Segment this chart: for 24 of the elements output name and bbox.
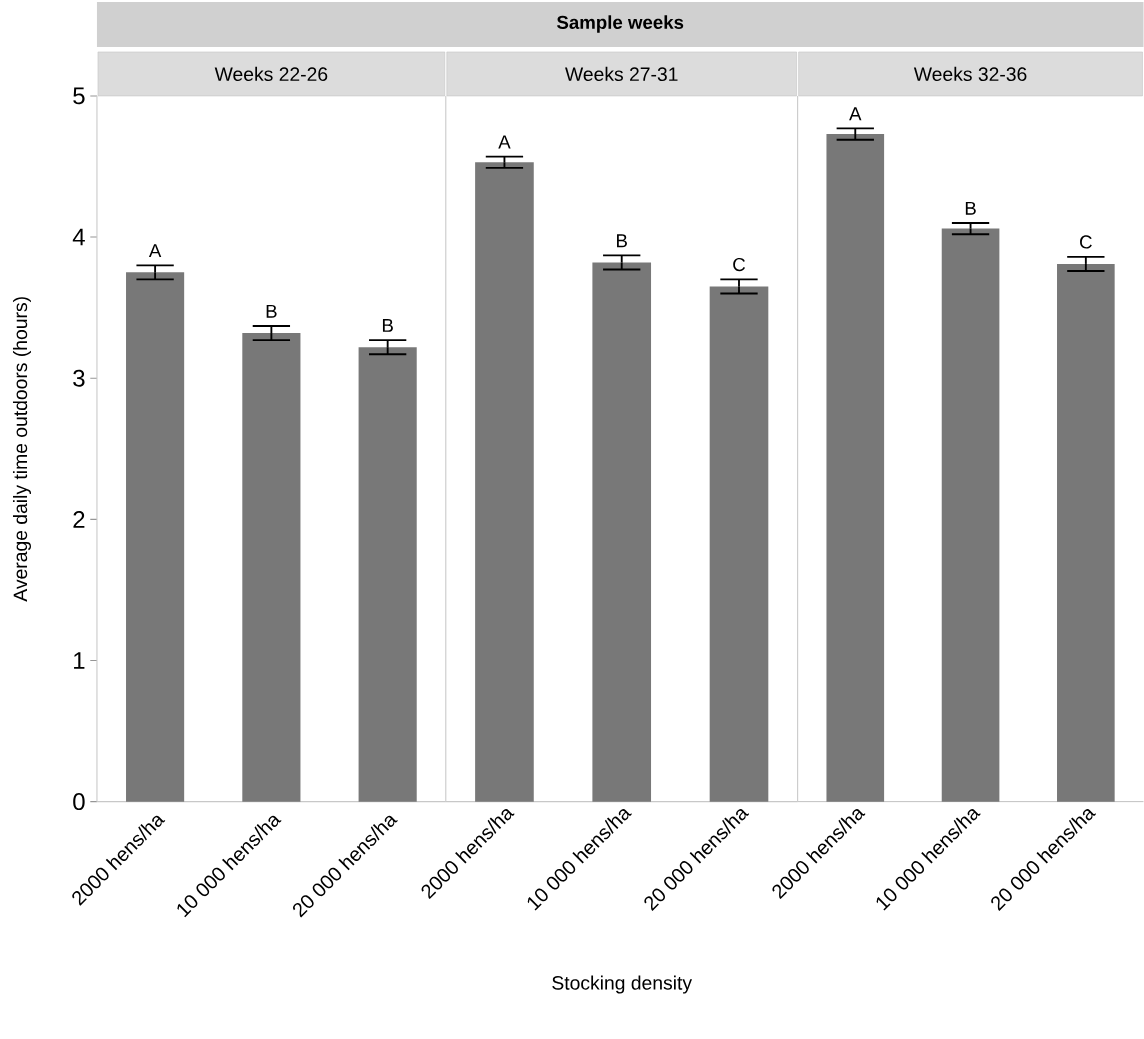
annotation: A: [148, 244, 162, 258]
chart-subtitle: Weeks 27-31: [565, 67, 678, 82]
annotation: C: [733, 258, 746, 272]
y-tick-label: 3: [73, 369, 85, 387]
chart-title: Sample weeks: [556, 15, 684, 33]
annotation: B: [266, 305, 277, 318]
annotation: B: [382, 319, 393, 333]
y-tick-label: 0: [73, 793, 85, 811]
annotation: B: [965, 202, 976, 215]
y-tick-label: 1: [74, 652, 85, 669]
annotation: A: [849, 107, 862, 121]
bar: [126, 272, 185, 802]
annotation: A: [498, 135, 511, 149]
y-tick-label: 4: [72, 229, 85, 246]
chart-subtitle: Weeks 32-36: [913, 67, 1027, 82]
annotation: C: [1080, 235, 1092, 249]
y-tick-label: 5: [73, 87, 85, 105]
annotation: B: [617, 234, 627, 248]
chart-subtitle: Weeks 22-26: [214, 67, 328, 82]
x-axis-title: Stocking density: [552, 975, 693, 994]
bar: [358, 347, 417, 802]
bar: [242, 333, 301, 802]
y-axis-title: Average daily time outdoors (hours): [12, 297, 31, 602]
y-tick-label: 2: [73, 511, 85, 528]
